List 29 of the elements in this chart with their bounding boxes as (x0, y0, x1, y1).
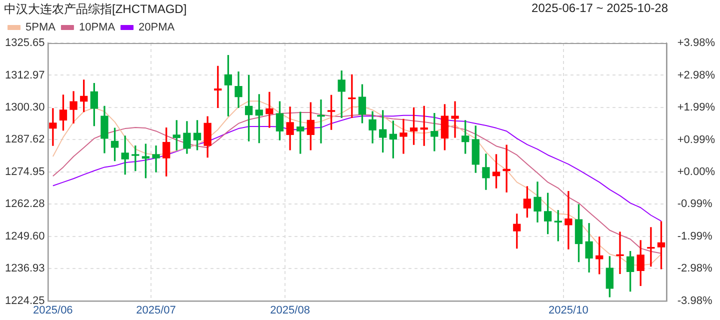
y-tick-label: 1287.62 (4, 134, 45, 146)
y2-tick-label: -3.98% (677, 294, 712, 307)
y2-tick-label: -1.99% (677, 230, 712, 242)
chart-title: 中汉大连农产品综指[ZHCTMAGD] (4, 1, 187, 18)
legend-label: 20PMA (138, 22, 176, 34)
x-tick-label: 2025/06 (33, 304, 73, 316)
legend-label: 5PMA (26, 22, 56, 34)
y-tick-label: 1312.97 (4, 69, 45, 82)
y-tick-label: 1249.60 (4, 230, 45, 242)
chart-subtitle: 2025-06-17 ~ 2025-10-28 (532, 1, 668, 15)
legend-label: 10PMA (78, 22, 116, 34)
y-tick-label: 1236.93 (4, 262, 45, 275)
x-tick-label: 2025/10 (548, 304, 588, 316)
y2-tick-label: +0.99% (677, 134, 716, 146)
y-tick-label: 1325.65 (4, 37, 45, 50)
y2-tick-label: -0.99% (677, 198, 712, 210)
y-tick-label: 1262.28 (4, 198, 45, 210)
x-tick-label: 2025/08 (270, 304, 310, 316)
candlestick (327, 94, 336, 130)
y-tick-label: 1224.25 (4, 294, 45, 307)
y2-tick-label: +0.00% (677, 166, 716, 178)
y2-tick-label: -2.98% (677, 262, 712, 274)
y-tick-label: 1300.30 (4, 101, 45, 114)
y2-tick-label: +1.99% (677, 101, 716, 114)
candlestick (132, 146, 140, 172)
y2-tick-label: +2.98% (677, 69, 716, 82)
y-tick-label: 1274.95 (4, 166, 45, 178)
x-tick-label: 2025/07 (136, 304, 176, 316)
y2-tick-label: +3.98% (677, 37, 716, 50)
